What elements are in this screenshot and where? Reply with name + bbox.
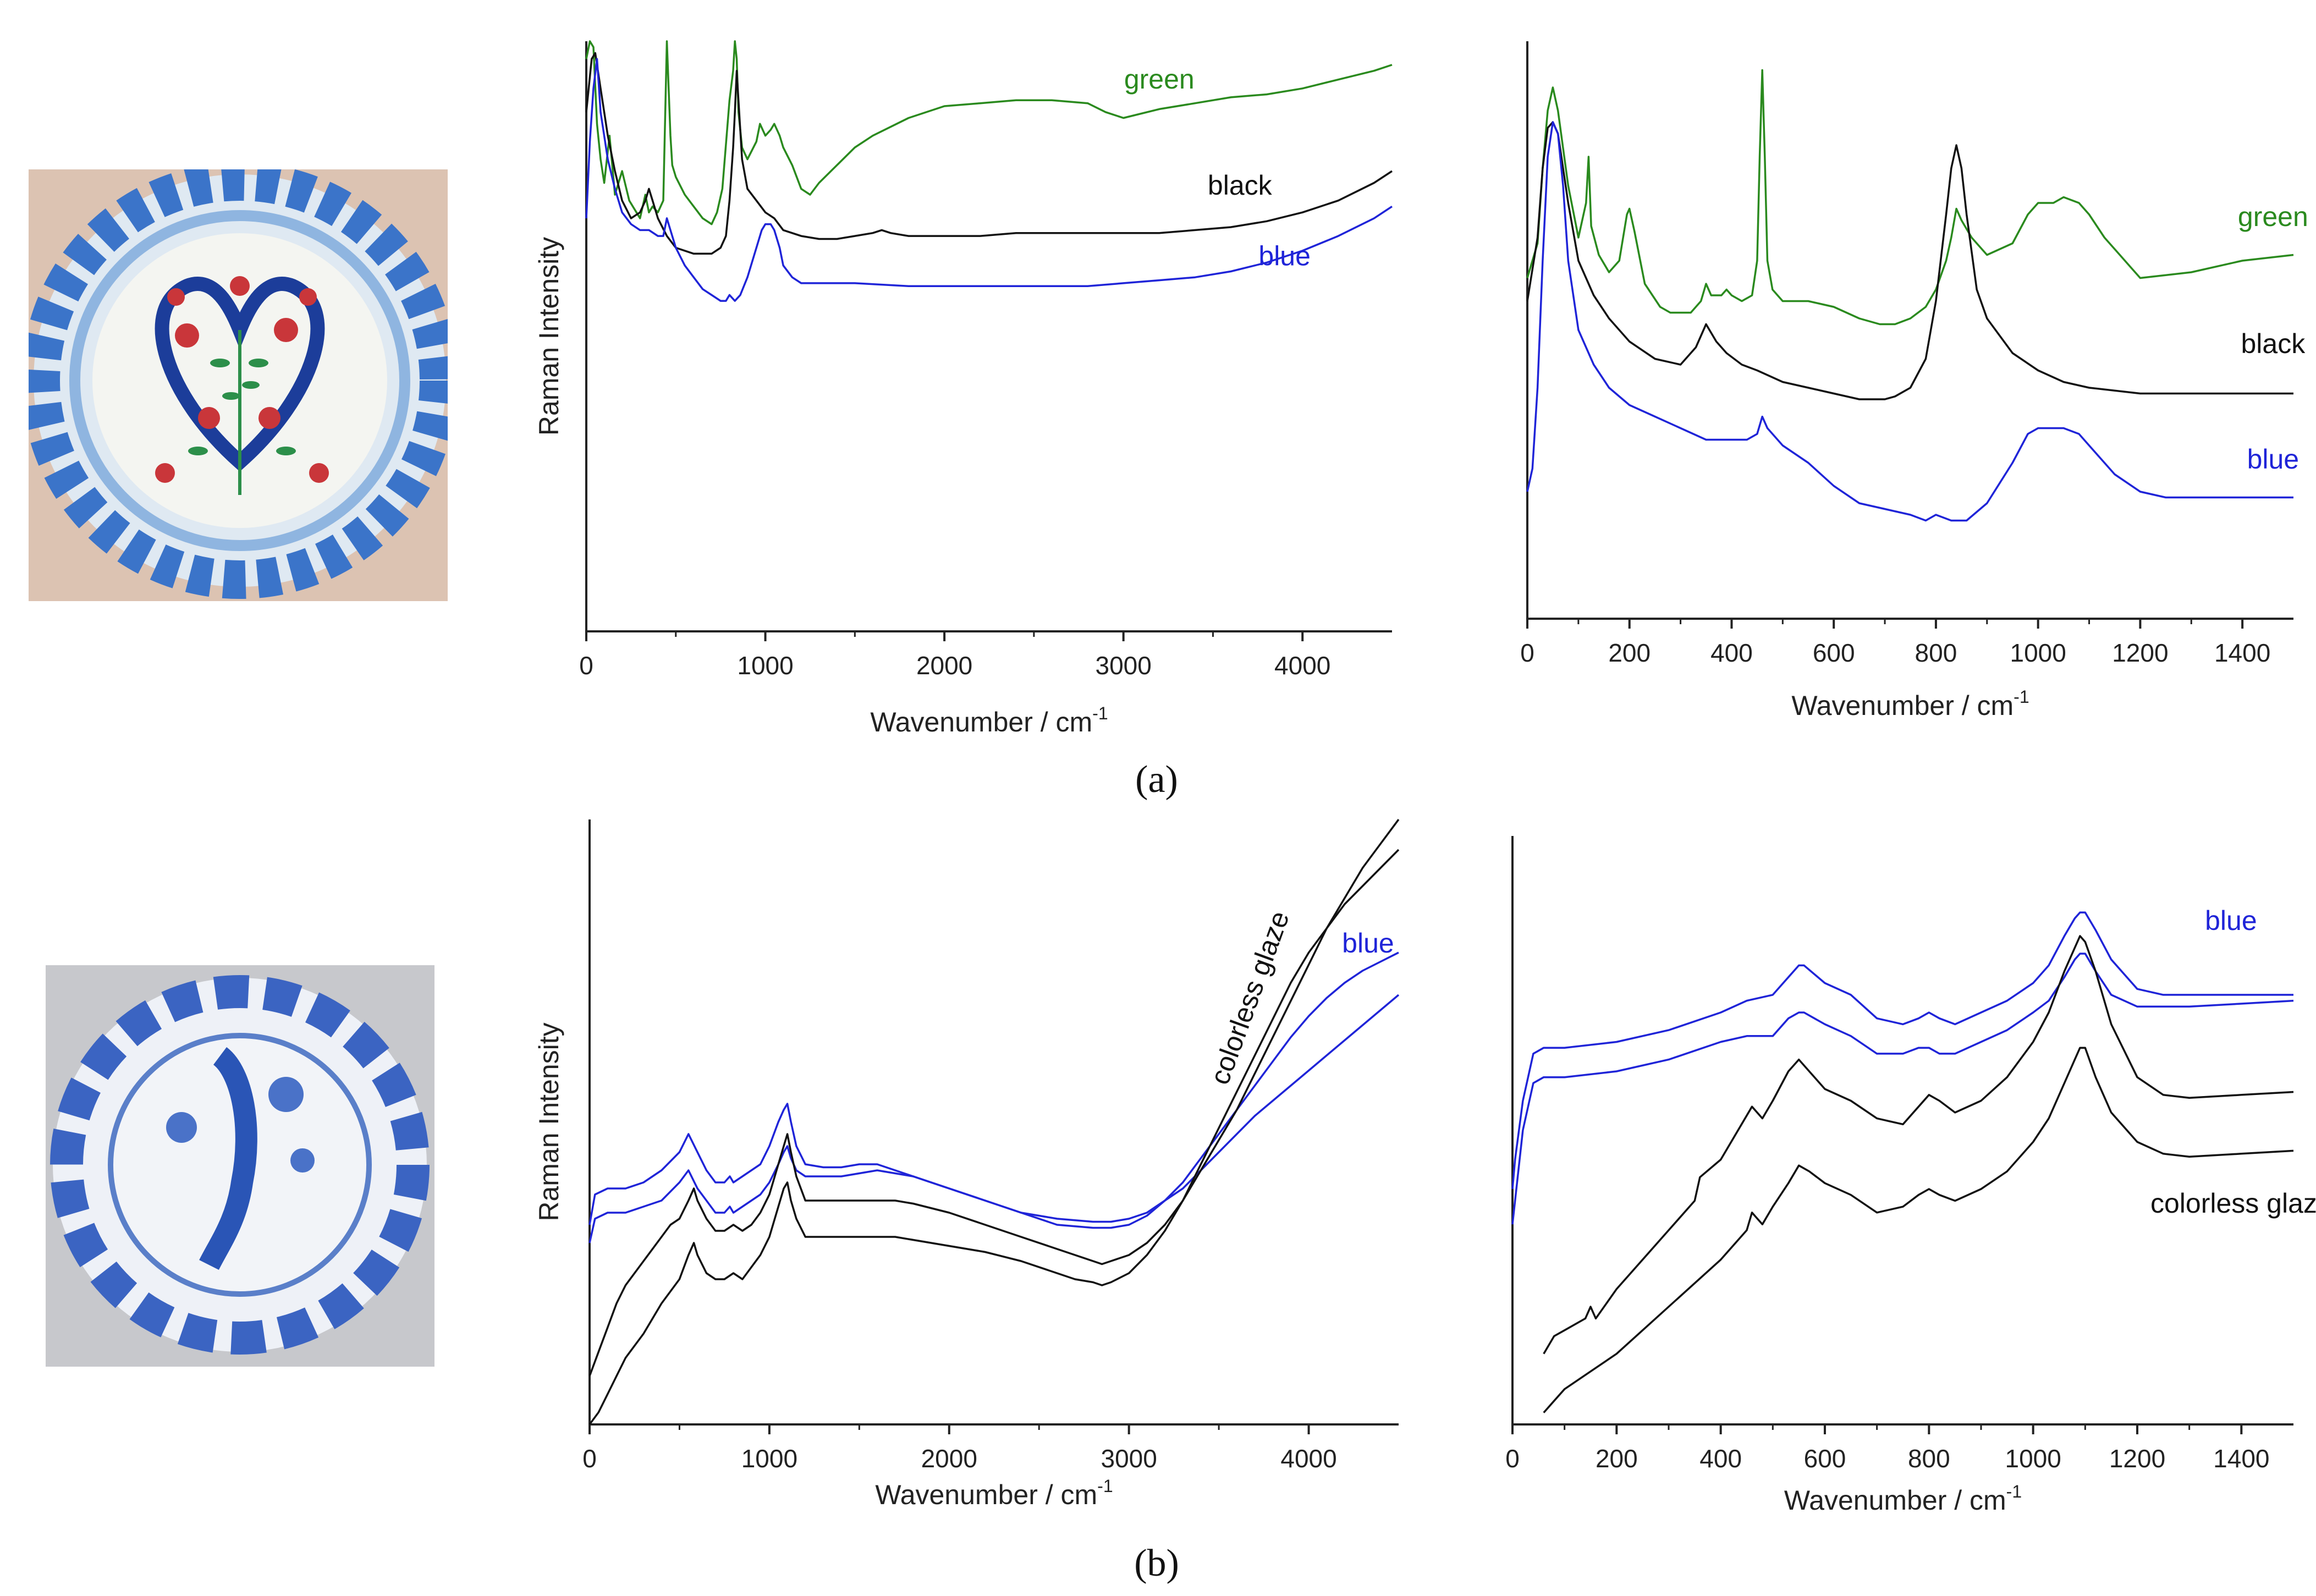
series-black-line [1526,121,2293,400]
x-tick-label: 1200 [2112,639,2168,667]
x-tick-label: 4000 [1280,1444,1336,1473]
x-tick-label: 400 [1710,639,1753,667]
y-axis-title: Raman Intensity [533,1022,564,1221]
chart-b_zoom: 0 200 400 600 800 1000 1200 1400 Wavenumber / cm… [1505,836,2316,1516]
x-tick-label: 2000 [916,651,972,680]
series-label-colorless-glaze: colorless glaze [2150,1188,2316,1219]
x-tick-label: 800 [1908,1444,1950,1473]
series-blue-1-line [1511,911,2293,1190]
x-tick-label: 800 [1915,639,1957,667]
x-tick-label: 2000 [921,1444,977,1473]
x-tick-label: 3000 [1101,1444,1157,1473]
series-black-1-line [1543,935,2294,1355]
x-tick-label: 200 [1596,1444,1638,1473]
x-tick-label: 0 [1520,639,1534,667]
chart-a_zoom: 0 200 400 600 800 1000 1200 1400 Wavenumber / cm… [1520,41,2308,721]
series-label-black: black [1208,170,1273,201]
x-tick-label: 1000 [2010,639,2066,667]
x-tick-label: 1000 [2005,1444,2061,1473]
x-axis-title: Wavenumber / cm-1 [875,1476,1113,1510]
series-label-blue: blue [2247,444,2300,475]
series-green-line [1526,69,2294,326]
series-blue-2-line [588,951,1399,1243]
series-label-green: green [2238,201,2308,232]
series-label-blue: blue [2205,905,2257,936]
x-tick-label: 400 [1699,1444,1742,1473]
series-blue-line [585,58,1393,302]
x-tick-label: 0 [582,1444,597,1473]
series-black-2-line [1543,1047,2294,1413]
x-tick-label: 1000 [737,651,793,680]
series-label-black: black [2241,328,2306,359]
x-tick-label: 1400 [2213,1444,2269,1473]
photo-plate-floral-heart [29,169,448,601]
x-tick-label: 1200 [2109,1444,2165,1473]
series-blue-1-line [588,994,1400,1225]
series-label-green: green [1124,64,1195,95]
x-tick-label: 4000 [1274,651,1330,680]
x-tick-label: 0 [579,651,593,680]
series-black-line [585,52,1393,255]
x-tick-label: 1400 [2214,639,2270,667]
x-tick-label: 600 [1804,1444,1846,1473]
series-label-colorless-glaze: colorless glaze [1204,907,1295,1088]
chart-b_full: 0 1000 2000 3000 4000 Wavenumber / cm-1 Raman … [533,818,1400,1510]
x-axis-title: Wavenumber / cm-1 [1791,687,2029,721]
x-tick-label: 3000 [1095,651,1151,680]
series-black-1-line [588,818,1400,1377]
caption-b: (b) [1134,1542,1179,1584]
x-tick-label: 0 [1505,1444,1520,1473]
x-tick-label: 1000 [741,1444,797,1473]
series-black-2-line [588,849,1400,1426]
y-axis-title: Raman Intensity [533,237,564,436]
caption-a: (a) [1135,758,1178,801]
series-label-blue: blue [1258,241,1311,272]
x-tick-label: 600 [1813,639,1855,667]
x-axis-title: Wavenumber / cm-1 [1784,1482,2022,1516]
x-axis-title: Wavenumber / cm-1 [870,703,1108,738]
series-blue-line [1526,121,2293,522]
x-tick-label: 200 [1608,639,1651,667]
photo-plate-bird-blue [46,965,434,1367]
chart-a_full: 0 1000 2000 3000 4000 Wavenumber / cm-1 Raman … [533,40,1393,738]
series-label-blue: blue [1342,928,1394,959]
